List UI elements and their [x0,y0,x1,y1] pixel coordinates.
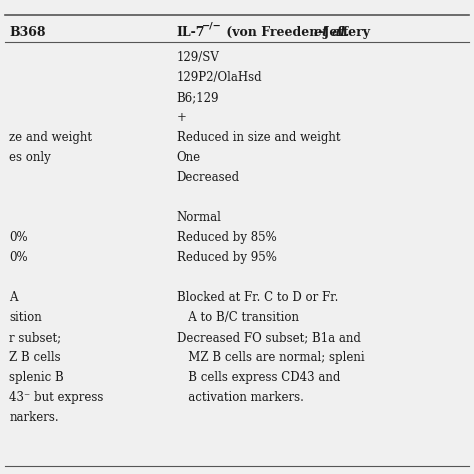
Text: −/−: −/− [202,22,222,31]
Text: 0%: 0% [9,251,28,264]
Text: A to B/C transition: A to B/C transition [177,311,299,324]
Text: 43⁻ but express: 43⁻ but express [9,391,104,404]
Text: 129/SV: 129/SV [177,51,219,64]
Text: 0%: 0% [9,231,28,244]
Text: Reduced by 95%: Reduced by 95% [177,251,276,264]
Text: IL-7: IL-7 [177,26,205,39]
Text: es only: es only [9,151,51,164]
Text: (von Freeden-Jeffery: (von Freeden-Jeffery [222,26,374,39]
Text: Blocked at Fr. C to D or Fr.: Blocked at Fr. C to D or Fr. [177,291,338,304]
Text: activation markers.: activation markers. [177,391,303,404]
Text: splenic B: splenic B [9,371,64,384]
Text: Z B cells: Z B cells [9,351,61,364]
Text: Decreased: Decreased [177,171,240,184]
Text: B6;129: B6;129 [177,91,219,104]
Text: Reduced by 85%: Reduced by 85% [177,231,276,244]
Text: Decreased FO subset; B1a and: Decreased FO subset; B1a and [177,331,361,344]
Text: Reduced in size and weight: Reduced in size and weight [177,131,340,144]
Text: et al.: et al. [314,26,349,39]
Text: A: A [9,291,18,304]
Text: sition: sition [9,311,42,324]
Text: B368: B368 [9,26,46,39]
Text: 129P2/OlaHsd: 129P2/OlaHsd [177,71,262,84]
Text: Normal: Normal [177,211,221,224]
Text: narkers.: narkers. [9,411,59,424]
Text: One: One [177,151,201,164]
Text: ze and weight: ze and weight [9,131,92,144]
Text: r subset;: r subset; [9,331,62,344]
Text: MZ B cells are normal; spleni: MZ B cells are normal; spleni [177,351,364,364]
Text: B cells express CD43 and: B cells express CD43 and [177,371,340,384]
Text: +: + [177,111,186,124]
